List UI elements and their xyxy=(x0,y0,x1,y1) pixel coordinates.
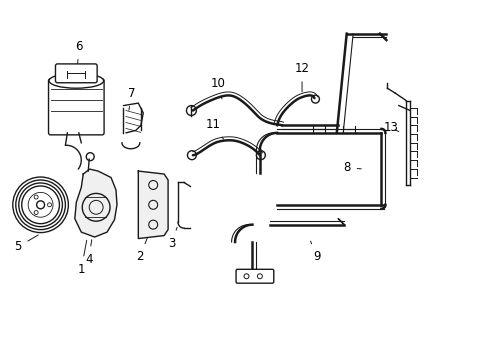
Text: 11: 11 xyxy=(205,118,223,139)
Ellipse shape xyxy=(49,73,103,88)
Text: 3: 3 xyxy=(167,227,177,250)
FancyBboxPatch shape xyxy=(48,79,104,135)
Text: 5: 5 xyxy=(14,235,38,253)
Text: 2: 2 xyxy=(136,238,147,264)
Text: 12: 12 xyxy=(294,62,309,92)
FancyBboxPatch shape xyxy=(236,269,273,283)
Polygon shape xyxy=(138,171,168,239)
Text: 13: 13 xyxy=(383,121,398,134)
Text: 1: 1 xyxy=(78,240,86,276)
Text: 4: 4 xyxy=(85,240,92,266)
Text: 7: 7 xyxy=(128,87,135,110)
Text: 9: 9 xyxy=(310,241,320,264)
Text: 10: 10 xyxy=(210,77,224,99)
FancyBboxPatch shape xyxy=(55,64,97,83)
Text: 6: 6 xyxy=(75,40,82,67)
Text: 8: 8 xyxy=(342,161,361,174)
Polygon shape xyxy=(75,169,117,237)
